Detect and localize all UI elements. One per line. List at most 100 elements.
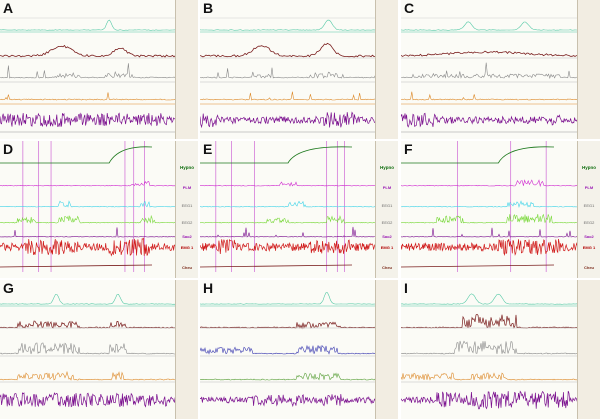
trace-3: [200, 372, 377, 381]
orange-trace: [200, 91, 376, 101]
hypnogram-trace: [401, 293, 579, 305]
lime-trace: [401, 213, 578, 224]
channel-sidebar: [375, 141, 398, 278]
panel-f: F Hypno PLM EEG1 EEG2 Sao2 EMG 1 Cheu: [401, 141, 600, 278]
brown-trace: [401, 264, 555, 268]
panel-d: D Hypno PLM EEG1 EEG2 Sao2 EMG 1 Cheu: [0, 141, 198, 278]
panel-letter-g: G: [3, 280, 14, 296]
hypnogram-trace: [0, 293, 176, 305]
panel-letter-a: A: [3, 0, 14, 16]
channel-tag: Sao2: [182, 234, 192, 239]
lime-trace: [0, 214, 177, 224]
panel-letter-d: D: [3, 141, 14, 157]
channel-tag: EEG2: [381, 220, 393, 225]
channel-tag: Cheu: [584, 265, 594, 270]
purple-trace: [200, 226, 377, 238]
envelope-trace: [0, 44, 176, 58]
hypnogram-trace: [200, 146, 353, 164]
envelope-trace: [200, 42, 376, 58]
panel-a: A: [0, 0, 198, 139]
hypnogram-trace: [401, 21, 579, 31]
lime-trace: [200, 215, 377, 224]
trace-2: [200, 344, 377, 355]
panel-e: E Hypno PLM EEG1 EEG2 Sao2 EMG 1 Cheu: [200, 141, 398, 278]
purple-trace: [401, 227, 579, 238]
channel-sidebar: [175, 280, 198, 419]
panel-letter-h: H: [203, 280, 214, 296]
cyan-trace: [200, 200, 377, 208]
red-emg-trace: [401, 238, 578, 257]
channel-tag: Hypno: [582, 165, 596, 170]
channel-tag: Hypno: [180, 165, 194, 170]
magenta-trace: [401, 179, 578, 188]
trace-2: [0, 342, 177, 355]
trace-svg: [200, 17, 377, 133]
channel-sidebar: [375, 280, 398, 419]
trace-svg: [200, 141, 377, 272]
panel-c: C: [401, 0, 600, 139]
channel-tag: Cheu: [382, 265, 392, 270]
hypnogram-trace: [401, 146, 555, 164]
panel-g: G: [0, 280, 198, 419]
panel-letter-f: F: [404, 141, 413, 157]
emg-trace: [200, 394, 377, 408]
channel-tag: EMG 1: [180, 245, 194, 250]
emg-trace: [0, 392, 177, 408]
channel-tag: EEG2: [583, 220, 595, 225]
grey-trace: [200, 67, 376, 79]
orange-trace: [401, 91, 578, 101]
brown-trace: [0, 264, 153, 268]
trace-1: [401, 313, 579, 329]
channel-tag: EEG1: [583, 203, 595, 208]
channel-sidebar: [577, 141, 600, 278]
red-emg-trace: [200, 239, 377, 255]
channel-sidebar: [175, 141, 198, 278]
envelope-trace: [401, 50, 579, 57]
cyan-trace: [0, 200, 177, 208]
channel-tag: Hypno: [380, 165, 394, 170]
channel-tag: Sao2: [584, 234, 594, 239]
channel-tag: EEG1: [381, 203, 393, 208]
panel-h: H: [200, 280, 398, 419]
magenta-trace: [0, 180, 176, 187]
channel-tag: Cheu: [182, 265, 192, 270]
orange-trace: [0, 92, 176, 101]
emg-trace: [0, 112, 177, 128]
trace-svg: [0, 141, 177, 272]
trace-svg: [401, 141, 579, 272]
emg-trace: [401, 390, 579, 410]
hypnogram-trace: [0, 19, 176, 31]
grey-trace: [0, 63, 176, 79]
trace-1: [0, 320, 177, 329]
brown-trace: [200, 264, 353, 268]
channel-tag: PLM: [584, 185, 594, 190]
trace-3: [0, 370, 177, 381]
trace-1: [200, 321, 377, 330]
channel-tag: PLM: [182, 185, 192, 190]
channel-sidebar: [175, 0, 198, 139]
channel-sidebar: [577, 280, 600, 419]
channel-tag: EEG1: [181, 203, 193, 208]
panel-b: B: [200, 0, 398, 139]
trace-svg: [401, 17, 579, 133]
trace-svg: [0, 293, 177, 408]
panel-letter-b: B: [203, 0, 214, 16]
purple-trace: [0, 227, 177, 238]
emg-trace: [200, 111, 377, 129]
trace-svg: [200, 292, 377, 408]
channel-tag: EEG2: [181, 220, 193, 225]
channel-sidebar: [375, 0, 398, 139]
channel-tag: EMG 1: [582, 245, 596, 250]
panel-i: I: [401, 280, 600, 419]
red-emg-trace: [0, 237, 177, 257]
panel-letter-c: C: [404, 0, 415, 16]
channel-sidebar: [577, 0, 600, 139]
magenta-trace: [200, 181, 376, 187]
hypnogram-trace: [200, 19, 376, 31]
hypnogram-trace: [0, 146, 153, 164]
cyan-trace: [401, 200, 579, 208]
trace-svg: [401, 293, 579, 410]
panel-letter-i: I: [404, 280, 408, 296]
channel-tag: EMG 1: [380, 245, 394, 250]
